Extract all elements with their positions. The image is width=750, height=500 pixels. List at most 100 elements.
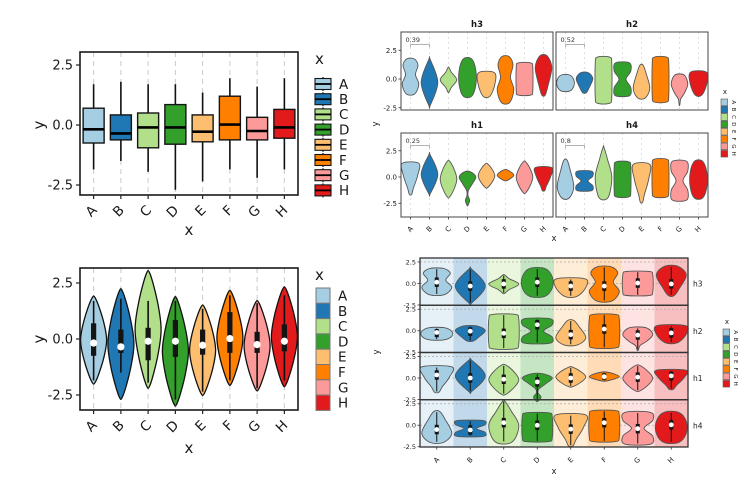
legend-swatch-F [720,135,728,143]
violin-h2-E [632,63,651,100]
legend-entry-A: A [722,328,738,336]
legend-entry-F: F [722,365,738,373]
legend-entry-G: G [722,372,738,381]
svg-text:C: C [338,319,347,335]
violin-B [107,288,135,401]
violin-h1-E [477,162,496,189]
median-dot [434,427,440,432]
svg-text:-2.5: -2.5 [403,443,416,451]
legend-entry-E: E [722,358,738,366]
legend-entry-D: D [722,350,738,358]
violin-h2-B [575,71,594,94]
median-dot [467,328,473,334]
svg-text:x: x [315,50,324,68]
svg-text:x: x [725,318,729,326]
violin-h3-G [621,270,654,297]
svg-text:H: H [273,203,291,221]
violin-h1-D [521,372,553,403]
legend-entry-E: E [315,348,347,366]
legend-swatch-D [720,120,728,128]
svg-text:0.0: 0.0 [406,374,416,382]
svg-text:F: F [732,367,738,370]
median-dot-A [90,339,98,347]
median-dot [467,283,473,289]
box-F [218,78,242,170]
facet-h2: h2 0.52 [555,20,709,111]
violin-h3-G [515,61,534,97]
median-dot [534,422,540,428]
violin-E [188,304,217,397]
median-dot [601,326,607,332]
legend-entry-A: A [720,98,736,106]
violin-h2-H [653,324,689,345]
svg-text:E: E [732,360,738,364]
svg-text:C: C [137,203,155,221]
panel-border [79,51,299,196]
row-border-h4 [419,399,689,448]
median-dot-D [171,337,179,345]
box-H [273,78,296,170]
median-dot [668,422,674,428]
legend-entry-B: B [722,336,738,344]
violin-h1-C [488,363,520,396]
legend-entry-B: B [720,106,736,114]
legend-swatch-E [315,348,331,366]
svg-text:B: B [110,418,128,436]
svg-text:D: D [730,122,736,126]
legend-entry-D: D [315,333,348,350]
box-E [191,92,214,182]
svg-text:H: H [273,418,291,436]
svg-text:2.5: 2.5 [406,306,416,314]
violin-h3-C [439,66,458,94]
legend-swatch-A [722,328,730,336]
median-dot [501,281,507,287]
median-dot [668,373,674,379]
svg-text:C: C [730,115,736,119]
facet-h1: h1 0.25 [400,121,554,218]
median-dot [635,280,641,286]
legend-entry-H: H [720,150,736,158]
legend-swatch-E [720,128,728,136]
violin-h2-D [613,61,632,98]
violin-F [216,289,244,387]
row-label-h3: h3 [693,280,703,289]
median-dot-E [199,341,207,349]
svg-text:G: G [245,203,264,222]
median-dot [501,330,507,336]
median-dot [635,332,641,338]
svg-text:B: B [425,225,434,234]
svg-text:F: F [220,418,237,435]
violin-h1-B [420,152,439,197]
violin-h4-E [631,162,652,204]
svg-text:-2.5: -2.5 [403,349,416,357]
median-dot [501,420,507,426]
svg-text:0.0: 0.0 [386,76,397,84]
svg-text:E: E [339,138,348,154]
box-rect-G [245,116,269,141]
svg-text:G: G [730,144,736,148]
legend-entry-F: F [314,153,347,169]
legend-swatch-G [720,142,728,151]
svg-text:C: C [499,456,508,465]
svg-text:G: G [339,168,349,184]
violin-A [79,295,108,385]
violin-h1-H [653,368,689,391]
row-h3: h3 2.5 0.0 -2.5 [403,257,703,309]
svg-text:F: F [339,153,347,169]
svg-text:-2.5: -2.5 [383,104,397,112]
violin-h3-H [534,54,553,97]
box-rect-E [191,114,214,143]
median-dot [534,379,540,385]
violin-h2-G [622,326,654,352]
violin-h4-H [689,159,708,200]
violin-h2-C [487,313,520,350]
svg-text:H: H [539,225,548,234]
facet-title-h4: h4 [626,121,638,131]
median-dot [568,283,574,289]
svg-text:0.0: 0.0 [52,119,73,134]
legend-entry-C: C [314,107,348,123]
svg-text:0.0: 0.0 [386,174,397,182]
axes: A B C D E F G Hx y [372,349,676,477]
